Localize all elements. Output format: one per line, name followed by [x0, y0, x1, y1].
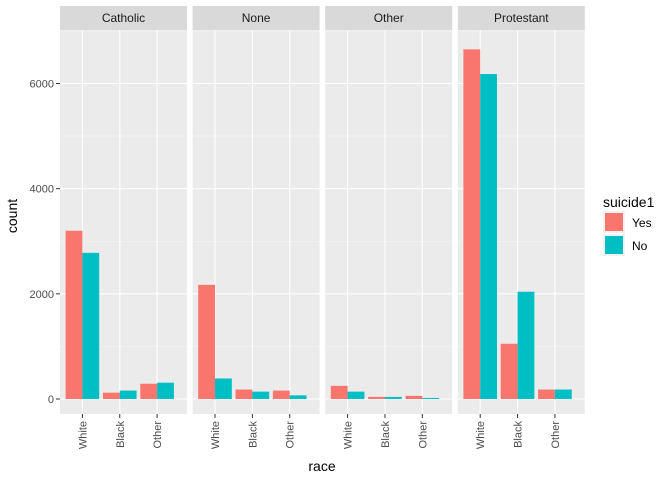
legend-swatch-yes — [605, 213, 623, 231]
x-tick-label: Black — [513, 421, 525, 448]
facet-panel-other: Other White Black Other — [325, 6, 453, 449]
bar-none-white-no — [215, 378, 232, 399]
x-tick-label: White — [343, 421, 355, 449]
bar-none-white-yes — [198, 284, 216, 399]
facet-strip — [325, 6, 453, 30]
legend-swatch-no — [605, 236, 623, 254]
bar-none-black-yes — [235, 389, 253, 399]
bar-catholic-other-no — [157, 382, 174, 399]
x-tick-label: Other — [285, 421, 297, 449]
legend-label: No — [632, 239, 648, 253]
bar-catholic-black-yes — [102, 392, 120, 399]
bar-catholic-white-yes — [65, 230, 83, 399]
legend: suicide1 Yes No — [603, 194, 655, 256]
bar-other-other-yes — [405, 395, 423, 399]
bar-other-black-no — [384, 396, 402, 399]
x-tick-label: Other — [152, 421, 164, 449]
y-axis: 0 2000 4000 6000 — [30, 79, 60, 406]
bar-other-black-yes — [368, 396, 385, 399]
legend-label: Yes — [632, 216, 652, 230]
facet-strip-label: None — [242, 11, 271, 25]
bar-other-white-no — [347, 391, 365, 399]
x-tick-label: White — [210, 421, 222, 449]
bar-protestant-white-no — [480, 74, 498, 400]
bar-none-black-no — [252, 391, 270, 399]
facet-strip-label: Other — [374, 11, 404, 25]
x-tick-label: Black — [115, 421, 127, 448]
x-axis-title: race — [308, 458, 335, 474]
bar-protestant-black-no — [517, 291, 535, 399]
x-tick-label: Other — [550, 421, 562, 449]
facet-panel-protestant: Protestant White Black Other — [457, 6, 585, 449]
bar-catholic-other-yes — [140, 383, 158, 399]
facet-panel-catholic: Catholic White Black Other — [60, 6, 187, 449]
bar-protestant-other-yes — [538, 389, 555, 399]
x-tick-label: White — [475, 421, 487, 449]
bar-none-other-yes — [272, 390, 290, 399]
x-tick-label: White — [77, 421, 89, 449]
bar-other-white-yes — [330, 385, 348, 399]
bar-none-other-no — [289, 395, 307, 399]
legend-entries: Yes No — [603, 211, 652, 256]
bar-catholic-black-no — [119, 390, 137, 399]
facet-strip-label: Protestant — [494, 11, 549, 25]
y-tick-label: 2000 — [30, 289, 54, 301]
bar-protestant-black-yes — [500, 343, 518, 399]
x-tick-label: Black — [247, 421, 259, 448]
y-tick-label: 6000 — [30, 79, 54, 91]
facet-strip — [60, 6, 187, 30]
x-tick-label: Black — [380, 421, 392, 448]
bar-catholic-white-no — [82, 252, 100, 399]
bar-protestant-other-no — [554, 389, 572, 399]
facet-panel-none: None White Black Other — [192, 6, 320, 449]
y-tick-label: 4000 — [30, 184, 54, 196]
bar-protestant-white-yes — [463, 49, 481, 399]
y-axis-title: count — [4, 199, 20, 233]
bar-other-other-no — [422, 397, 440, 399]
facet-strip — [192, 6, 320, 30]
facet-strip — [457, 6, 585, 30]
facet-strip-label: Catholic — [102, 11, 145, 25]
y-tick-label: 0 — [48, 394, 54, 406]
panel-background — [325, 30, 453, 414]
x-tick-label: Other — [417, 421, 429, 449]
legend-title: suicide1 — [603, 194, 655, 210]
